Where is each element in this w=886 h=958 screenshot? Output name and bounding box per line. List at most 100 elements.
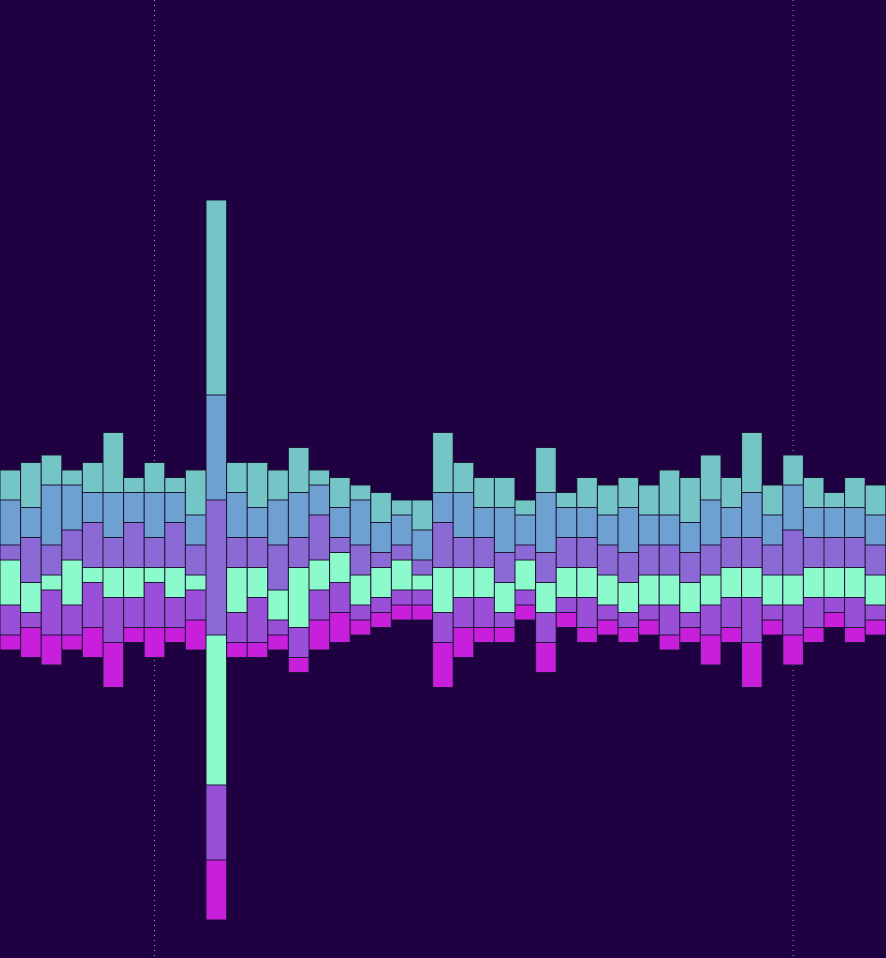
bar-segment-29-3 xyxy=(596,574,619,606)
bar-segment-38-3 xyxy=(782,574,804,606)
bar-segment-41-2 xyxy=(844,537,866,568)
bar-segment-24-1 xyxy=(493,507,516,553)
bar-segment-4-0 xyxy=(81,462,104,493)
bar-segment-26-1 xyxy=(535,492,557,553)
bar-segment-23-3 xyxy=(473,567,495,598)
bar-segment-33-4 xyxy=(679,612,701,628)
bar-segment-42-0 xyxy=(864,484,886,516)
bar-segment-6-0 xyxy=(123,477,145,493)
bar-segment-41-5 xyxy=(844,627,866,643)
bar-segment-20-1 xyxy=(411,529,434,561)
bar-segment-10-1 xyxy=(205,394,228,501)
bar-segment-42-1 xyxy=(864,514,886,546)
bar-segment-4-3 xyxy=(81,567,104,583)
bar-segment-22-3 xyxy=(452,567,475,598)
bar-segment-29-0 xyxy=(596,484,619,516)
bar-segment-28-5 xyxy=(576,627,598,643)
bar-segment-14-1 xyxy=(287,492,310,538)
bar-segment-14-2 xyxy=(287,537,310,568)
bar-segment-40-0 xyxy=(823,492,846,508)
bar-segment-17-5 xyxy=(349,619,372,636)
bar-segment-1-4 xyxy=(20,612,42,628)
bar-segment-35-1 xyxy=(720,507,743,538)
bar-segment-28-4 xyxy=(576,597,598,628)
bar-segment-23-4 xyxy=(473,597,495,628)
bar-segment-37-1 xyxy=(761,514,784,546)
bar-segment-26-0 xyxy=(535,447,557,493)
bar-segment-6-3 xyxy=(123,567,145,598)
bar-segment-27-3 xyxy=(555,567,578,598)
bar-segment-14-5 xyxy=(287,657,310,673)
bar-segment-18-2 xyxy=(370,552,392,568)
bar-segment-3-5 xyxy=(61,634,83,651)
bar-segment-12-3 xyxy=(246,567,269,598)
bar-segment-31-3 xyxy=(638,574,660,606)
bar-segment-7-3 xyxy=(143,567,166,583)
bar-segment-19-4 xyxy=(390,589,413,606)
bar-segment-9-1 xyxy=(184,514,207,546)
bar-segment-0-2 xyxy=(0,544,22,561)
bar-segment-36-5 xyxy=(741,642,763,688)
bar-segment-16-3 xyxy=(329,552,351,583)
bar-segment-6-1 xyxy=(123,492,145,523)
bar-segment-31-0 xyxy=(638,484,660,516)
bar-segment-9-2 xyxy=(184,544,207,576)
bar-segment-41-1 xyxy=(844,507,866,538)
bar-segment-12-2 xyxy=(246,537,269,568)
bar-segment-35-3 xyxy=(720,567,743,598)
bar-segment-33-2 xyxy=(679,552,701,583)
bar-segment-2-2 xyxy=(40,544,63,576)
bar-segment-25-4 xyxy=(514,589,537,606)
bar-segment-31-5 xyxy=(638,619,660,636)
bar-segment-21-0 xyxy=(432,432,454,493)
bar-segment-15-1 xyxy=(308,484,331,516)
bar-segment-1-5 xyxy=(20,627,42,658)
bar-segment-9-5 xyxy=(184,619,207,651)
bar-segment-33-3 xyxy=(679,582,701,613)
bar-segment-25-0 xyxy=(514,499,537,516)
bar-segment-18-4 xyxy=(370,597,392,613)
bar-segment-13-0 xyxy=(267,469,289,501)
bar-segment-15-4 xyxy=(308,589,331,621)
bar-segment-22-5 xyxy=(452,627,475,658)
bar-segment-31-2 xyxy=(638,544,660,576)
bar-segment-4-2 xyxy=(81,522,104,568)
bar-segment-11-5 xyxy=(226,642,248,658)
bar-segment-29-4 xyxy=(596,604,619,621)
bar-segment-36-1 xyxy=(741,492,763,538)
bar-segment-13-5 xyxy=(267,634,289,651)
bar-segment-13-2 xyxy=(267,544,289,591)
bar-segment-36-2 xyxy=(741,537,763,568)
bar-segment-7-0 xyxy=(143,462,166,493)
bar-segment-21-1 xyxy=(432,492,454,523)
bar-segment-27-2 xyxy=(555,537,578,568)
bar-segment-24-3 xyxy=(493,582,516,613)
bar-segment-9-3 xyxy=(184,574,207,591)
bar-segment-39-2 xyxy=(802,537,825,568)
bar-segment-3-1 xyxy=(61,484,83,531)
bar-segment-27-1 xyxy=(555,507,578,538)
bar-segment-23-0 xyxy=(473,477,495,508)
bar-segment-34-5 xyxy=(699,634,722,666)
bar-segment-12-1 xyxy=(246,507,269,538)
bar-segment-3-0 xyxy=(61,469,83,486)
bar-segment-18-3 xyxy=(370,567,392,598)
bar-segment-38-5 xyxy=(782,634,804,666)
bar-segment-39-4 xyxy=(802,597,825,628)
bar-segment-21-5 xyxy=(432,642,454,688)
bar-segment-10-2 xyxy=(205,499,228,636)
bar-segment-24-0 xyxy=(493,477,516,508)
bar-segment-32-2 xyxy=(658,544,681,576)
bar-segment-5-1 xyxy=(102,492,125,538)
bar-segment-28-0 xyxy=(576,477,598,508)
bar-segment-7-1 xyxy=(143,492,166,538)
bar-segment-41-4 xyxy=(844,597,866,628)
bar-segment-24-4 xyxy=(493,612,516,628)
bar-segment-5-3 xyxy=(102,567,125,598)
bar-segment-10-4 xyxy=(205,784,228,861)
bar-segment-32-5 xyxy=(658,634,681,651)
bar-segment-36-4 xyxy=(741,597,763,643)
bar-segment-9-0 xyxy=(184,469,207,516)
bar-segment-34-2 xyxy=(699,544,722,576)
